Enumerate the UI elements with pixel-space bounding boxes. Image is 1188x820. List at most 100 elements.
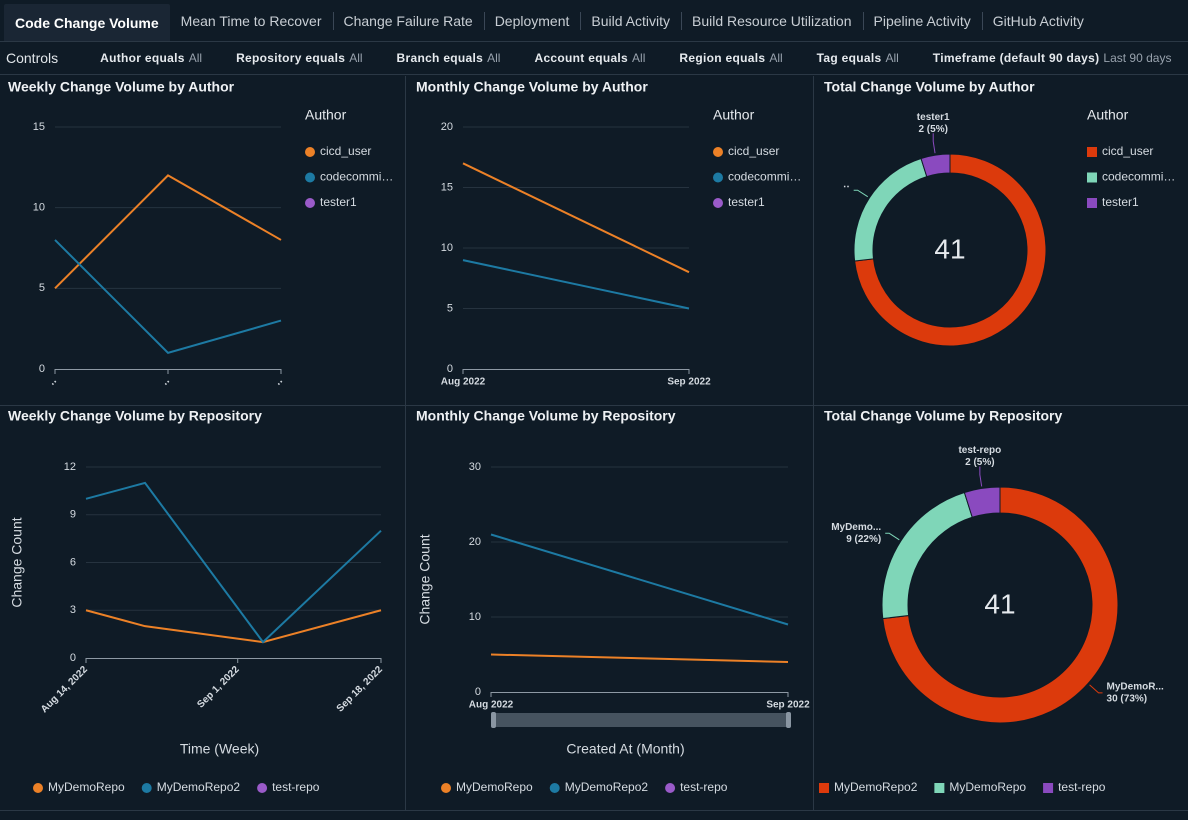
series-line: [54, 239, 282, 354]
legend-swatch: [33, 783, 43, 793]
filter-label: Tag equals: [816, 51, 882, 65]
y-axis-label: Change Count: [9, 517, 25, 607]
y-tick-label: 10: [33, 202, 45, 214]
tab[interactable]: Code Change Volume: [4, 4, 170, 41]
tab-bar: Code Change Volume Mean Time to Recover Ch…: [0, 0, 1188, 42]
tab[interactable]: Build Activity: [580, 0, 681, 41]
filter-value: All: [188, 51, 203, 65]
donut-slice: [854, 153, 1047, 347]
series-line: [490, 653, 789, 663]
scrollbar-handle[interactable]: [491, 712, 496, 728]
legend-swatch: [305, 147, 315, 157]
legend-label: MyDemoRepo2: [565, 780, 649, 794]
legend-label: MyDemoRepo2: [834, 780, 918, 794]
scrollbar[interactable]: [491, 712, 791, 728]
legend-swatch: [305, 172, 315, 183]
tab[interactable]: Pipeline Activity: [862, 0, 982, 41]
y-tick-label: 5: [447, 302, 453, 314]
filter[interactable]: Tag equals All: [817, 51, 899, 65]
chart-title: Total Change Volume by Author: [824, 79, 1035, 95]
slice-name: test-repo: [958, 445, 1001, 456]
legend-swatch: [713, 172, 723, 183]
scrollbar-handle[interactable]: [786, 712, 791, 728]
donut-slice: [882, 486, 1119, 724]
legend-swatch: [934, 783, 945, 793]
legend-label: cicd_user: [728, 144, 779, 158]
y-tick-label: 5: [39, 282, 45, 294]
tab[interactable]: Build Resource Utilization: [680, 0, 863, 41]
filter-value: Last 90 days: [1103, 51, 1172, 65]
legend-label: tester1: [1102, 195, 1139, 209]
filter[interactable]: Region equals All: [679, 51, 782, 65]
leader-line: [1089, 684, 1103, 694]
filter[interactable]: Timeframe (default 90 days) Last 90 days: [933, 51, 1172, 65]
legend-label: tester1: [728, 195, 765, 209]
series-line: [490, 533, 789, 626]
slice-name: ‥: [843, 179, 850, 190]
donut-slice: [963, 486, 1001, 518]
filter[interactable]: Author equals All: [100, 51, 202, 65]
series-line: [462, 259, 690, 310]
legend-title: Author: [305, 107, 347, 123]
x-axis-label: Created At (Month): [566, 741, 684, 757]
filter[interactable]: Repository equals All: [236, 51, 362, 65]
x-axis-label: Time (Week): [180, 741, 259, 757]
slice-name: tester1: [917, 112, 950, 123]
tab[interactable]: Change Failure Rate: [332, 0, 484, 41]
legend-label: tester1: [320, 195, 357, 209]
slice-name: MyDemoR...: [1107, 681, 1164, 692]
legend-label: MyDemoRepo: [949, 780, 1026, 794]
y-tick-label: 6: [70, 556, 76, 568]
y-tick-label: 10: [441, 242, 453, 254]
y-tick-label: 12: [64, 461, 76, 473]
y-axis-label: Change Count: [417, 534, 433, 624]
donut-total: 41: [984, 588, 1015, 619]
y-tick-label: 0: [70, 652, 76, 664]
legend-swatch: [665, 783, 676, 793]
filter-value: All: [349, 51, 363, 65]
scrollbar-track[interactable]: [492, 713, 790, 727]
chart-title: Weekly Change Volume by Repository: [8, 408, 262, 424]
y-tick-label: 9: [70, 509, 76, 521]
slice-value-label: 30 (73%): [1107, 693, 1148, 704]
legend-swatch: [441, 783, 451, 793]
donut-total: 41: [934, 233, 965, 264]
tab[interactable]: Deployment: [483, 0, 581, 41]
legend-swatch: [1087, 198, 1097, 208]
y-tick-label: 15: [441, 181, 453, 193]
filter-label: Timeframe (default 90 days): [932, 51, 1100, 65]
legend-swatch: [549, 783, 560, 793]
legend-label: codecommi…: [320, 170, 393, 184]
chart-title: Monthly Change Volume by Author: [416, 79, 648, 95]
legend-label: cicd_user: [320, 144, 371, 158]
filter-label: Repository equals: [236, 51, 346, 65]
tab[interactable]: Mean Time to Recover: [180, 12, 322, 29]
x-tick-label: Sep 2022: [766, 700, 810, 711]
filter-value: All: [769, 51, 783, 65]
x-tick-label: Aug 2022: [441, 377, 486, 388]
filter-label: Account equals: [534, 51, 629, 65]
controls-title[interactable]: Controls: [6, 50, 59, 66]
legend-label: MyDemoRepo: [456, 780, 533, 794]
panel-borders: [0, 76, 1188, 811]
filter[interactable]: Branch equals All: [397, 51, 501, 65]
legend-label: MyDemoRepo2: [157, 780, 241, 794]
slice-value-label: 9 (22%): [846, 534, 881, 545]
tab[interactable]: GitHub Activity: [981, 0, 1095, 41]
y-tick-label: 0: [39, 363, 45, 375]
legend-label: test-repo: [680, 780, 728, 794]
legend-label: codecommi…: [1102, 170, 1175, 184]
y-tick-label: 0: [475, 686, 481, 698]
chart-title: Weekly Change Volume by Author: [8, 79, 235, 95]
legend-label: test-repo: [272, 780, 320, 794]
series-line: [85, 609, 382, 644]
slice-value-label: 2 (5%): [918, 124, 947, 135]
legend-swatch: [1043, 783, 1054, 793]
filter-value: All: [885, 51, 899, 65]
y-tick-label: 3: [70, 604, 76, 616]
series-line: [54, 174, 282, 290]
legend-swatch: [1087, 172, 1097, 183]
controls-bar: Controls Author equals All Repository equa…: [0, 42, 1188, 75]
filter[interactable]: Account equals All: [534, 51, 645, 65]
